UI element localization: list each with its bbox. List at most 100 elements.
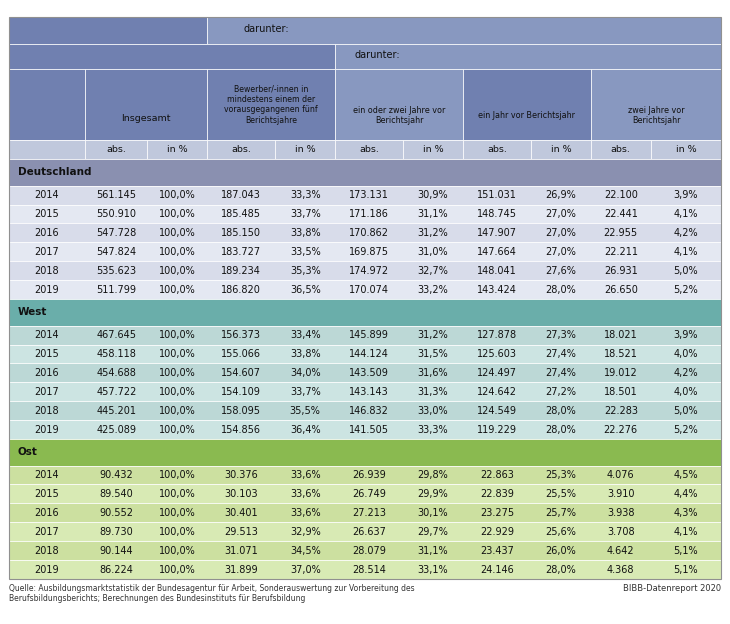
Text: 148.041: 148.041 xyxy=(477,266,517,276)
Text: 2018: 2018 xyxy=(34,266,59,276)
Bar xyxy=(9,466,721,484)
Text: 26.650: 26.650 xyxy=(604,285,638,295)
Text: 185.485: 185.485 xyxy=(221,209,261,219)
Text: 100,0%: 100,0% xyxy=(159,228,196,238)
Bar xyxy=(275,140,335,159)
Bar xyxy=(9,522,721,541)
Text: abs.: abs. xyxy=(231,145,251,154)
Bar xyxy=(9,280,721,299)
Text: 27,3%: 27,3% xyxy=(545,330,577,340)
Bar xyxy=(207,69,335,140)
Text: abs.: abs. xyxy=(359,145,379,154)
Bar xyxy=(9,69,85,140)
Text: 25,3%: 25,3% xyxy=(545,470,577,480)
Text: 173.131: 173.131 xyxy=(349,190,389,200)
Text: 4.642: 4.642 xyxy=(607,546,634,556)
Text: 154.109: 154.109 xyxy=(221,387,261,397)
Text: 32,9%: 32,9% xyxy=(290,527,320,537)
Text: 28,0%: 28,0% xyxy=(545,285,577,295)
Text: 31,1%: 31,1% xyxy=(418,546,448,556)
Text: 170.862: 170.862 xyxy=(349,228,389,238)
Text: 35,3%: 35,3% xyxy=(290,266,320,276)
Text: 27,0%: 27,0% xyxy=(545,209,577,219)
Text: 2015: 2015 xyxy=(34,349,59,359)
Text: 148.745: 148.745 xyxy=(477,209,517,219)
Text: 4,4%: 4,4% xyxy=(674,489,698,499)
Text: 467.645: 467.645 xyxy=(96,330,137,340)
Bar xyxy=(403,140,463,159)
Text: 31,3%: 31,3% xyxy=(418,387,448,397)
Text: 2017: 2017 xyxy=(34,527,59,537)
Text: 5,0%: 5,0% xyxy=(674,266,699,276)
Bar xyxy=(9,541,721,560)
Text: 22.283: 22.283 xyxy=(604,406,638,416)
Text: 90.432: 90.432 xyxy=(99,470,133,480)
Text: 33,3%: 33,3% xyxy=(418,424,448,435)
Text: Insgesamt: Insgesamt xyxy=(121,114,171,124)
Text: 2018: 2018 xyxy=(34,546,59,556)
Text: Quelle: Ausbildungsmarktstatistik der Bundesagentur für Arbeit, Sonderauswertung: Quelle: Ausbildungsmarktstatistik der Bu… xyxy=(9,584,415,603)
Text: 425.089: 425.089 xyxy=(96,424,137,435)
Text: 33,6%: 33,6% xyxy=(290,489,320,499)
Text: 158.095: 158.095 xyxy=(221,406,261,416)
Text: 186.820: 186.820 xyxy=(221,285,261,295)
Text: 5,1%: 5,1% xyxy=(674,546,699,556)
Bar xyxy=(9,185,721,205)
Text: 511.799: 511.799 xyxy=(96,285,137,295)
Text: 18.501: 18.501 xyxy=(604,387,637,397)
Text: 2017: 2017 xyxy=(34,387,59,397)
Bar xyxy=(9,261,721,280)
Text: Deutschland: Deutschland xyxy=(18,167,91,177)
Text: 36,5%: 36,5% xyxy=(290,285,320,295)
Text: 31,0%: 31,0% xyxy=(418,247,448,257)
Text: 30.376: 30.376 xyxy=(224,470,258,480)
Text: 154.607: 154.607 xyxy=(221,368,261,378)
Text: 31,2%: 31,2% xyxy=(418,330,448,340)
Text: 19.012: 19.012 xyxy=(604,368,637,378)
Text: West: West xyxy=(18,308,47,318)
Text: 147.907: 147.907 xyxy=(477,228,517,238)
Text: 189.234: 189.234 xyxy=(221,266,261,276)
Text: 33,3%: 33,3% xyxy=(290,190,320,200)
Text: 35,5%: 35,5% xyxy=(290,406,320,416)
Bar xyxy=(9,17,207,44)
Text: 2016: 2016 xyxy=(34,508,59,518)
Text: 31,2%: 31,2% xyxy=(418,228,448,238)
Text: 27,0%: 27,0% xyxy=(545,228,577,238)
Text: 32,7%: 32,7% xyxy=(418,266,448,276)
Text: 27.213: 27.213 xyxy=(352,508,386,518)
Text: 100,0%: 100,0% xyxy=(159,565,196,575)
Text: 28,0%: 28,0% xyxy=(545,565,577,575)
Text: 143.424: 143.424 xyxy=(477,285,517,295)
Text: 4,3%: 4,3% xyxy=(674,508,698,518)
Text: 3.910: 3.910 xyxy=(607,489,634,499)
Bar xyxy=(9,560,721,579)
Text: 26,0%: 26,0% xyxy=(545,546,577,556)
Text: 33,5%: 33,5% xyxy=(290,247,320,257)
Text: 31,6%: 31,6% xyxy=(418,368,448,378)
Text: in %: in % xyxy=(167,145,188,154)
Bar xyxy=(9,205,721,223)
Text: 33,1%: 33,1% xyxy=(418,565,448,575)
Text: 5,1%: 5,1% xyxy=(674,565,699,575)
Text: 187.043: 187.043 xyxy=(221,190,261,200)
Text: 100,0%: 100,0% xyxy=(159,424,196,435)
Bar xyxy=(650,140,721,159)
Text: abs.: abs. xyxy=(487,145,507,154)
Text: 33,8%: 33,8% xyxy=(290,349,320,359)
Text: 25,7%: 25,7% xyxy=(545,508,577,518)
Text: abs.: abs. xyxy=(107,145,126,154)
Bar xyxy=(591,69,721,140)
Bar xyxy=(9,140,85,159)
Bar xyxy=(9,140,85,159)
Bar xyxy=(85,69,207,140)
Text: 29,7%: 29,7% xyxy=(418,527,448,537)
Text: darunter:: darunter: xyxy=(354,50,400,60)
Text: 4,0%: 4,0% xyxy=(674,387,698,397)
Text: 23.437: 23.437 xyxy=(480,546,514,556)
Text: 33,6%: 33,6% xyxy=(290,470,320,480)
Text: 156.373: 156.373 xyxy=(221,330,261,340)
Text: 37,0%: 37,0% xyxy=(290,565,320,575)
Text: 30.401: 30.401 xyxy=(224,508,258,518)
Text: 25,5%: 25,5% xyxy=(545,489,577,499)
